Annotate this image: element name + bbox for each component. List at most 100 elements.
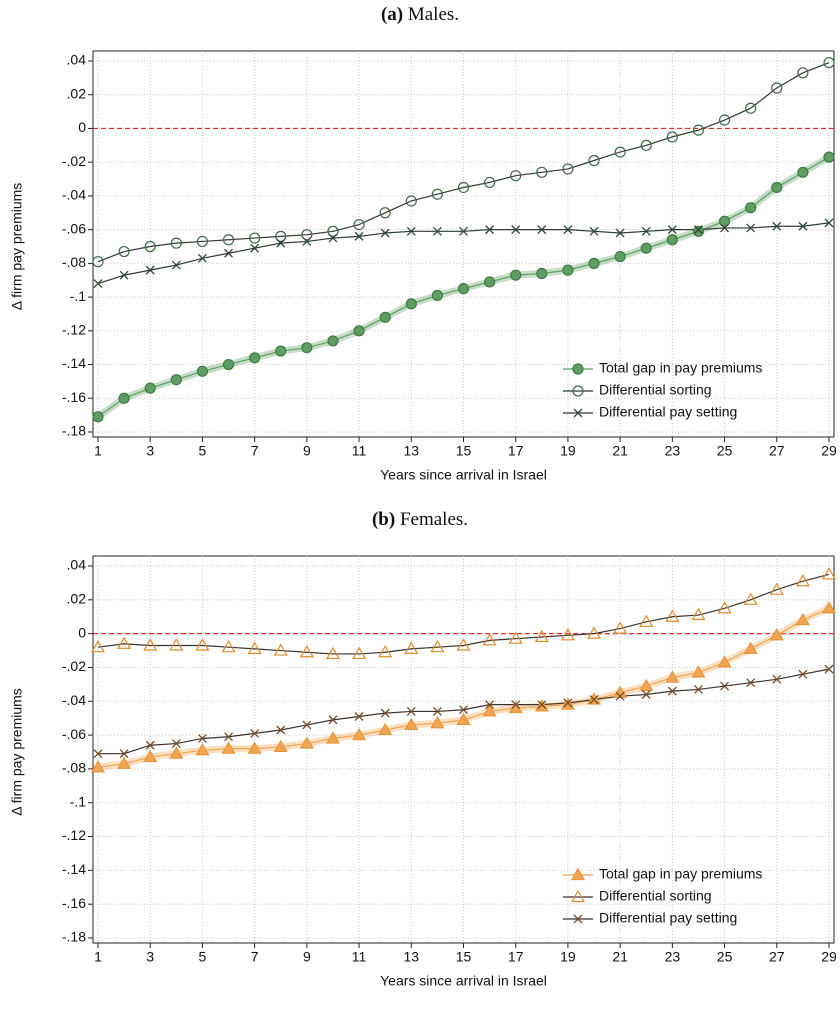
data-point (90, 760, 106, 773)
data-point (275, 345, 287, 357)
x-tick-label: 9 (303, 443, 311, 459)
data-point (197, 734, 207, 743)
y-tick-label: -.14 (62, 861, 86, 877)
data-point (772, 674, 782, 684)
y-tick-label: -.18 (62, 423, 86, 439)
data-point (430, 639, 445, 653)
data-point (302, 720, 312, 730)
data-point (353, 218, 365, 231)
data-point (798, 221, 808, 231)
data-point (327, 335, 339, 347)
data-point (821, 601, 837, 614)
data-point (589, 226, 599, 236)
panel-title-text: Females. (400, 509, 468, 530)
data-point (93, 749, 103, 759)
x-tick-label: 13 (403, 443, 419, 459)
legend-label: Differential pay setting (599, 910, 737, 926)
data-point (170, 237, 182, 249)
data-point (691, 665, 706, 678)
data-point (560, 628, 575, 641)
data-point (511, 700, 521, 710)
x-tick-label: 5 (199, 443, 207, 459)
data-point (379, 311, 391, 323)
data-point (772, 221, 782, 231)
data-point (249, 232, 261, 244)
data-point (143, 749, 158, 763)
data-point (482, 633, 497, 646)
data-point (353, 325, 365, 337)
data-point (431, 188, 443, 200)
y-axis-title: Δ firm pay premiums (9, 183, 25, 311)
data-point (405, 298, 417, 310)
data-point (118, 392, 130, 404)
y-tick-label: .04 (67, 52, 87, 68)
data-point (456, 638, 471, 651)
data-point (641, 690, 651, 699)
x-tick-label: 23 (665, 443, 681, 459)
panel-label: (a) (381, 4, 403, 25)
data-point (821, 567, 837, 580)
data-point (171, 739, 181, 749)
data-point (640, 242, 652, 254)
data-point (459, 705, 468, 715)
data-point (117, 636, 132, 649)
data-point (508, 631, 523, 644)
data-point (247, 741, 262, 754)
data-point (588, 154, 600, 167)
data-point (614, 146, 626, 158)
data-point (117, 756, 132, 769)
data-point (745, 102, 757, 114)
x-tick-label: 19 (560, 443, 576, 459)
legend-marker (572, 385, 584, 397)
legend-label: Total gap in pay premiums (599, 866, 762, 882)
data-point (771, 181, 783, 194)
data-point (247, 641, 262, 654)
data-point (746, 223, 756, 233)
data-point (536, 166, 548, 178)
legend-label: Differential sorting (599, 888, 712, 904)
legend-label: Total gap in pay premiums (599, 360, 762, 376)
data-point (222, 358, 235, 371)
data-point (795, 612, 810, 626)
legend-marker (573, 914, 583, 924)
data-point (273, 643, 288, 656)
data-point (824, 218, 834, 228)
data-point (404, 717, 419, 731)
data-point (797, 67, 809, 79)
data-point (197, 253, 207, 263)
x-tick-label: 15 (456, 949, 472, 965)
data-point (769, 582, 784, 595)
legend-label: Differential sorting (599, 382, 712, 398)
y-tick-label: .02 (67, 591, 87, 607)
data-point (537, 225, 547, 235)
y-tick-label: .02 (67, 85, 87, 101)
data-point (119, 749, 129, 759)
data-point (249, 352, 261, 364)
x-tick-label: 13 (403, 949, 419, 965)
data-point (378, 645, 393, 658)
data-point (746, 678, 756, 688)
x-tick-label: 27 (769, 949, 785, 965)
x-tick-label: 7 (251, 443, 259, 459)
x-tick-label: 17 (508, 443, 524, 459)
data-point (352, 646, 367, 660)
data-point (720, 223, 730, 233)
x-tick-label: 11 (352, 949, 367, 965)
data-point (717, 655, 732, 668)
data-point (665, 670, 680, 683)
data-point (145, 265, 155, 275)
data-point (354, 231, 364, 241)
data-point (170, 374, 182, 386)
data-point (299, 645, 314, 658)
data-point (250, 728, 260, 738)
y-tick-label: 0 (78, 624, 86, 640)
y-tick-label: -.12 (62, 322, 86, 338)
data-point (276, 238, 286, 248)
x-tick-label: 25 (717, 949, 733, 965)
data-point (195, 743, 210, 756)
data-point (717, 601, 732, 614)
x-tick-label: 5 (199, 949, 207, 965)
panel-title: (a) Males. (381, 4, 459, 25)
data-point (250, 243, 260, 253)
